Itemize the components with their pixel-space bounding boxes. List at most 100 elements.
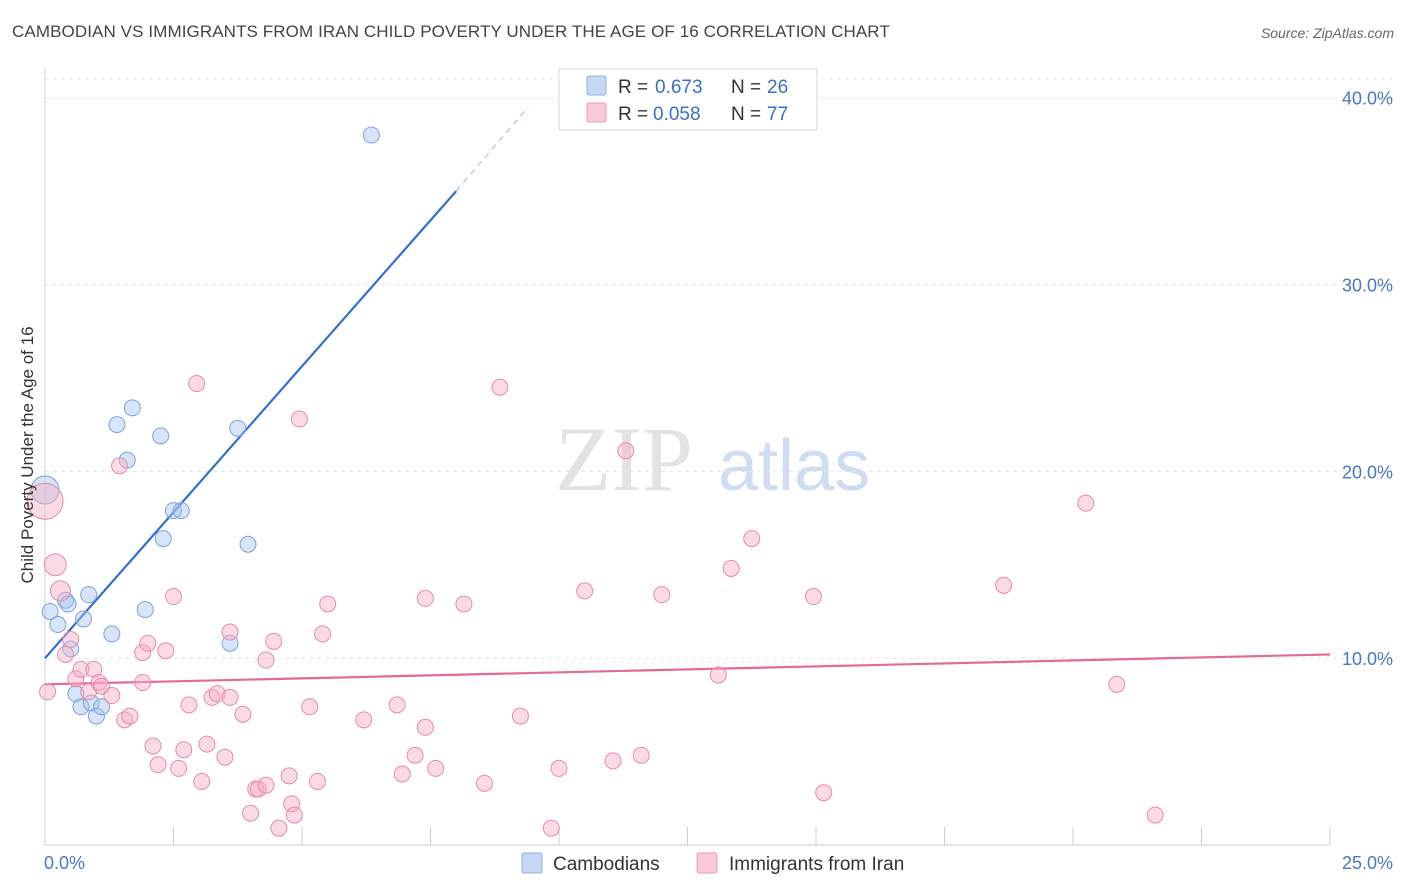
legend-r-value-1: 0.673 xyxy=(655,77,703,98)
point-iran xyxy=(319,595,337,613)
y-tick-label: 10.0% xyxy=(1342,649,1393,669)
point-iran xyxy=(242,804,260,822)
y-tick-label: 40.0% xyxy=(1342,89,1393,109)
point-cambodians xyxy=(103,625,121,643)
point-iran xyxy=(170,759,188,777)
point-iran xyxy=(995,576,1013,594)
gridlines xyxy=(45,78,1392,659)
point-iran xyxy=(216,748,234,766)
legend-n-value-2: 77 xyxy=(767,104,788,125)
point-cambodians xyxy=(108,416,126,434)
point-iran xyxy=(416,718,434,736)
point-iran xyxy=(632,746,650,764)
point-iran xyxy=(270,819,288,837)
point-iran xyxy=(1146,806,1164,824)
point-cambodians xyxy=(152,427,170,445)
point-iran xyxy=(188,375,206,393)
point-iran xyxy=(1077,494,1095,512)
point-iran xyxy=(43,553,67,577)
point-iran xyxy=(234,705,252,723)
point-cambodians xyxy=(362,126,380,144)
point-iran xyxy=(103,687,121,705)
y-tick-labels: 10.0% 20.0% 30.0% 40.0% xyxy=(1342,89,1393,669)
point-iran xyxy=(653,586,671,604)
point-iran xyxy=(576,582,594,600)
point-iran xyxy=(511,707,529,725)
point-iran xyxy=(804,588,822,606)
point-iran xyxy=(57,645,75,663)
point-cambodians xyxy=(49,616,67,634)
point-iran xyxy=(249,780,267,798)
point-iran xyxy=(722,559,740,577)
point-iran xyxy=(355,711,373,729)
point-iran xyxy=(121,707,139,725)
point-iran xyxy=(475,774,493,792)
point-iran xyxy=(301,698,319,716)
point-iran xyxy=(134,673,152,691)
point-iran xyxy=(1108,675,1126,693)
legend-r-label-1: R = xyxy=(618,77,648,98)
point-cambodians xyxy=(67,685,85,703)
point-iran xyxy=(604,752,622,770)
point-cambodians xyxy=(136,601,154,619)
legend-r-label-2: R = xyxy=(618,104,648,125)
point-iran xyxy=(198,735,216,753)
legend-swatch-cambodians xyxy=(586,75,607,96)
y-axis-label: Child Poverty Under the Age of 16 xyxy=(18,326,37,583)
bottom-legend-swatch-iran xyxy=(696,852,718,874)
point-iran xyxy=(193,772,211,790)
y-tick-label: 20.0% xyxy=(1342,462,1393,482)
point-iran xyxy=(617,442,635,460)
point-iran xyxy=(743,530,761,548)
point-iran xyxy=(427,759,445,777)
trend-line-cambodians xyxy=(44,190,458,659)
y-tick-label: 30.0% xyxy=(1342,276,1393,296)
trend-line-cambodians-extension xyxy=(455,106,529,192)
point-cambodians xyxy=(239,535,257,553)
point-iran xyxy=(308,772,326,790)
point-iran xyxy=(709,666,727,684)
point-cambodians xyxy=(154,530,172,548)
point-iran xyxy=(62,630,80,648)
point-iran xyxy=(221,688,239,706)
point-iran xyxy=(314,625,332,643)
point-iran xyxy=(111,457,129,475)
point-cambodians xyxy=(87,707,105,725)
legend-swatch-iran xyxy=(586,102,607,123)
point-iran xyxy=(285,806,303,824)
point-cambodians xyxy=(93,698,111,716)
point-iran xyxy=(157,642,175,660)
point-iran xyxy=(85,660,103,678)
bottom-legend-iran: Immigrants from Iran xyxy=(729,854,904,875)
point-iran xyxy=(257,776,275,794)
point-iran xyxy=(542,819,560,837)
chart-title: CAMBODIAN VS IMMIGRANTS FROM IRAN CHILD … xyxy=(12,22,890,41)
watermark-atlas: atlas xyxy=(718,426,870,506)
point-iran xyxy=(144,737,162,755)
point-cambodians xyxy=(172,502,190,520)
point-iran xyxy=(280,767,298,785)
legend-r-value-2: 0.058 xyxy=(653,104,701,125)
point-iran xyxy=(180,696,198,714)
point-iran xyxy=(283,795,301,813)
x-tick-min: 0.0% xyxy=(44,853,85,873)
point-cambodians xyxy=(123,399,141,417)
point-iran xyxy=(815,784,833,802)
point-iran xyxy=(67,670,85,688)
correlation-legend: R = 0.673 N = 26 R = 0.058 N = 77 xyxy=(558,68,818,131)
point-iran xyxy=(208,685,226,703)
bottom-legend-swatch-cambodians xyxy=(521,852,543,874)
point-iran xyxy=(221,623,239,641)
point-iran xyxy=(491,378,509,396)
point-iran xyxy=(39,683,57,701)
axes xyxy=(44,68,1331,846)
point-iran xyxy=(265,632,283,650)
point-iran xyxy=(257,651,275,669)
point-iran xyxy=(416,589,434,607)
point-iran xyxy=(139,634,157,652)
point-cambodians xyxy=(75,610,93,628)
point-iran xyxy=(49,580,71,602)
point-iran xyxy=(26,482,64,520)
point-iran xyxy=(72,660,90,678)
point-iran xyxy=(134,644,152,662)
